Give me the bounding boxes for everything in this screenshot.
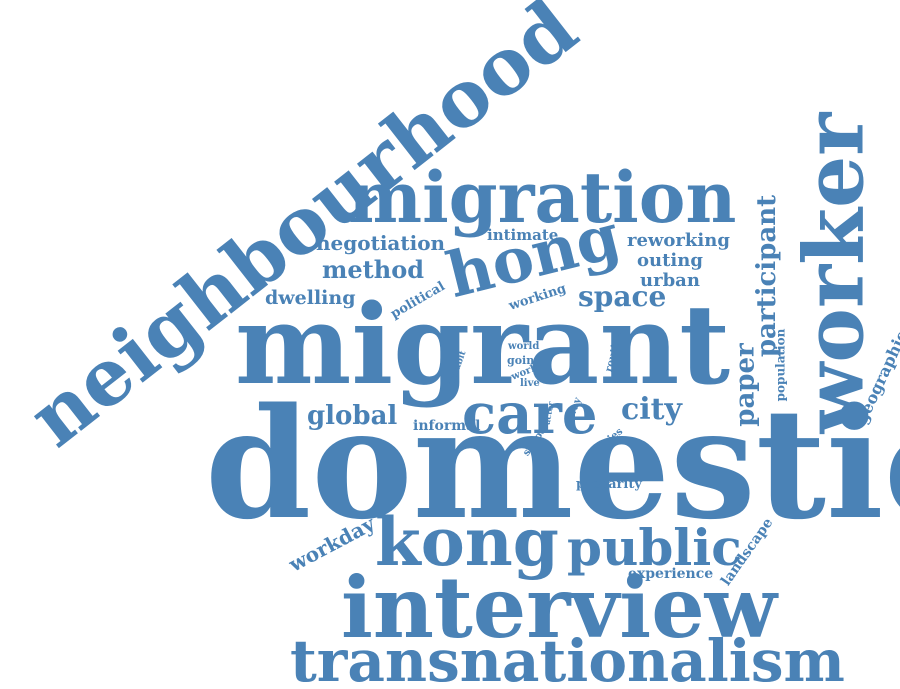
word-urban: urban xyxy=(640,270,700,291)
word-transnationalism: transnationalism xyxy=(290,627,845,689)
word-negotiation: negotiation xyxy=(316,231,446,255)
word-kong: kong xyxy=(375,503,559,581)
word-world: world xyxy=(508,341,540,352)
word-outing: outing xyxy=(637,250,703,271)
word-care: care xyxy=(462,381,598,447)
word-reworking: reworking xyxy=(627,230,730,251)
word-global: global xyxy=(307,401,398,431)
word-space: space xyxy=(578,280,667,313)
word-migration: migration xyxy=(348,156,737,239)
word-precarity: precarity xyxy=(576,477,642,492)
word-city: city xyxy=(621,392,682,427)
word-intimate: intimate xyxy=(487,226,559,244)
word-experience: experience xyxy=(628,566,714,582)
word-interview: interview xyxy=(341,558,777,657)
word-informal: informal xyxy=(413,418,481,434)
word-public: public xyxy=(567,518,742,577)
word-dwelling: dwelling xyxy=(265,287,356,309)
word-domestic: domestic xyxy=(205,374,900,553)
word-live: live xyxy=(520,378,540,389)
word-method: method xyxy=(322,255,424,284)
word-migrant: migrant xyxy=(235,280,731,409)
word-going: going xyxy=(507,354,542,367)
